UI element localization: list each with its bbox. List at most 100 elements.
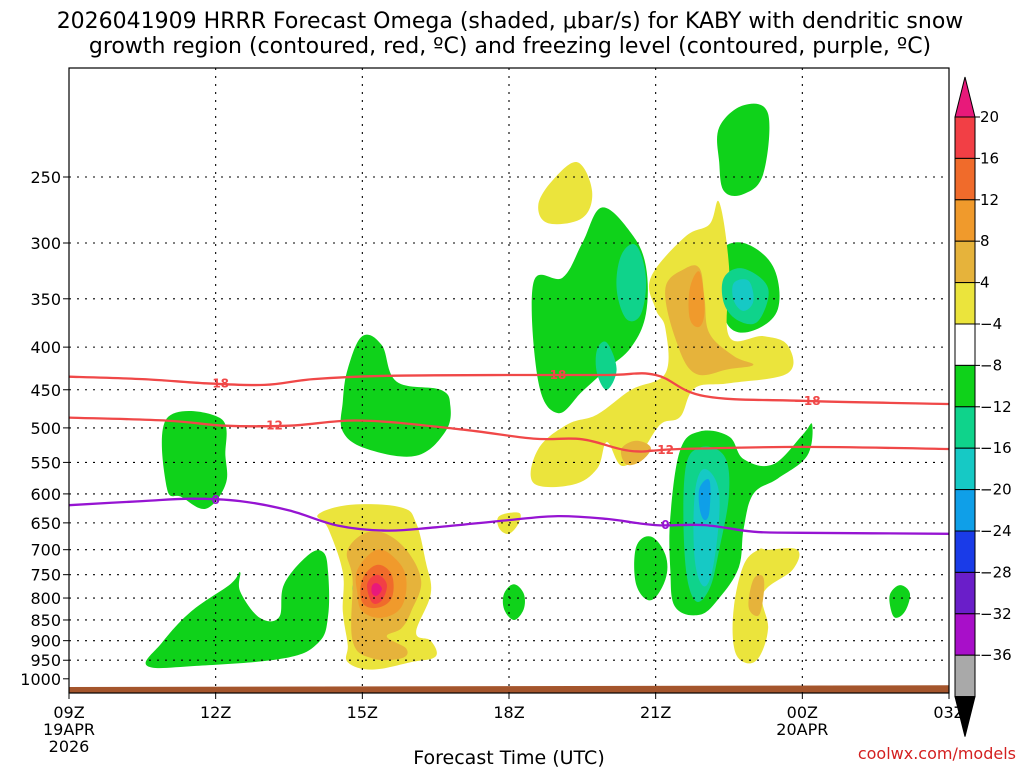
colorbar-bin-3: [954, 199, 976, 242]
colorbar-bin-1: [954, 116, 976, 159]
plot-area: −18 −18 −18 −12 −12 0 0: [68, 67, 950, 694]
colorbar-bin-6: [954, 323, 976, 366]
colorbar-bin-2: [954, 157, 976, 201]
contour-label-dgz_-18-0: −18: [202, 377, 229, 391]
colorbar-label-2: 12: [980, 191, 999, 209]
ground-layer: [69, 685, 949, 693]
colorbar-bin-lt-36: [954, 696, 976, 737]
omega-region-4_to_8-22: [620, 440, 651, 466]
title-line-2: growth region (contoured, red, ºC) and f…: [89, 34, 931, 59]
colorbar-label-0: 20: [980, 108, 999, 126]
omega-region-_8_to_4-2: [340, 334, 451, 457]
y-tick-label-500: 500: [30, 419, 61, 438]
y-tick-label-250: 250: [30, 168, 61, 187]
omega-region-_8_to_4-1: [161, 411, 228, 510]
omega-region-4_to_8-20: [665, 265, 754, 376]
colorbar: 20 16 12 8 4 −4 −8 −12 −16 −20 −24 −28 −32 −36: [954, 76, 1012, 737]
y-tick-label-300: 300: [30, 234, 61, 253]
colorbar-label-1: 16: [980, 149, 999, 167]
colorbar-label-6: −8: [980, 356, 1002, 374]
colorbar-bin-gt20: [954, 76, 976, 118]
contour-label-dgz_-12-1: −12: [647, 443, 674, 457]
colorbar-bin-14: [954, 654, 976, 698]
x-tick-label-4: 21Z: [640, 703, 671, 722]
y-tick-label-350: 350: [30, 290, 61, 309]
y-axis: 250 300 350 400 450 500 550 600 650 700 750 800 850 9…: [20, 168, 69, 689]
colorbar-label-8: −16: [980, 439, 1012, 457]
y-tick-label-750: 750: [30, 566, 61, 585]
grid: [69, 68, 949, 693]
contour-label-dgz_-18-2: −18: [794, 394, 821, 408]
omega-region-_16_to_12-25: [732, 279, 754, 311]
colorbar-bin-5: [954, 282, 976, 325]
omega-region-_8_to_4-7: [634, 536, 668, 601]
omega-shading: [145, 103, 911, 670]
y-tick-label-550: 550: [30, 453, 61, 472]
y-tick-label-850: 850: [30, 611, 61, 630]
omega-region-_8_to_4-9: [889, 585, 911, 618]
x-tick-date-5: 20APR: [776, 720, 828, 739]
colorbar-bin-13: [954, 613, 976, 656]
colorbar-label-13: −36: [980, 646, 1012, 664]
contour-freezing_level: [69, 497, 949, 535]
omega-region-4_to_8-23: [748, 574, 765, 617]
omega-region-_12_to_8-17: [595, 341, 617, 390]
omega-region-_8_to_4-8: [502, 584, 525, 620]
omega-region-_8_to_4-4: [717, 103, 770, 196]
credit-link[interactable]: coolwx.com/models: [858, 744, 1016, 763]
colorbar-label-7: −12: [980, 398, 1012, 416]
y-tick-label-650: 650: [30, 514, 61, 533]
omega-region-_8_to_4-3: [531, 207, 648, 414]
colorbar-label-4: 4: [980, 274, 990, 292]
x-tick-label-3: 18Z: [493, 703, 524, 722]
contour-dgz_-18: [69, 372, 949, 406]
colorbar-bin-8: [954, 406, 976, 449]
y-tick-label-400: 400: [30, 338, 61, 357]
y-tick-label-1000: 1000: [20, 670, 61, 689]
colorbar-label-11: −28: [980, 563, 1012, 581]
contour-label-dgz_-18-1: −18: [540, 368, 567, 382]
omega-region-0_to_4-12: [530, 200, 794, 488]
omega-region-_20_to_16-28: [698, 479, 711, 521]
omega-region-_12_to_8-16: [616, 244, 647, 322]
colorbar-label-9: −20: [980, 481, 1012, 499]
ground-fill: [69, 685, 949, 693]
y-tick-label-800: 800: [30, 589, 61, 608]
colorbar-bin-4: [954, 240, 976, 284]
contour-label-freezing_level-1: 0: [661, 518, 669, 532]
x-tick-date-0: 19APR: [43, 720, 95, 739]
omega-region-_20-31: [371, 583, 382, 597]
y-tick-label-950: 950: [30, 651, 61, 670]
x-tick-year-0: 2026: [49, 737, 90, 756]
colorbar-label-12: −32: [980, 605, 1012, 623]
x-tick-label-1: 12Z: [200, 703, 231, 722]
colorbar-bin-11: [954, 530, 976, 573]
omega-region-0_to_4-11: [538, 161, 593, 225]
y-tick-label-450: 450: [30, 381, 61, 400]
contour-lines: −18 −18 −18 −12 −12 0 0: [69, 368, 949, 535]
title-line-1: 2026041909 HRRR Forecast Omega (shaded, …: [57, 9, 964, 34]
x-tick-label-5: 00Z: [787, 703, 818, 722]
x-tick-label-2: 15Z: [347, 703, 378, 722]
colorbar-label-5: −4: [980, 315, 1002, 333]
omega-region-0_to_4-14: [732, 548, 800, 664]
colorbar-bin-10: [954, 489, 976, 532]
colorbar-bin-7: [954, 364, 976, 408]
x-tick-label-0: 09Z: [53, 703, 84, 722]
y-tick-label-700: 700: [30, 541, 61, 560]
contour-label-dgz_-12-0: −12: [256, 419, 283, 433]
x-tick-label-6: 03Z: [933, 703, 964, 722]
x-axis-label: Forecast Time (UTC): [413, 747, 604, 768]
title: 2026041909 HRRR Forecast Omega (shaded, …: [57, 9, 964, 59]
contour-label-freezing_level-0: 0: [211, 493, 219, 507]
omega-region-8_to_12-27: [688, 271, 705, 328]
y-tick-label-900: 900: [30, 632, 61, 651]
contour-dgz_-12: [69, 416, 949, 453]
colorbar-label-3: 8: [980, 232, 990, 250]
omega-region-_8_to_4-0: [145, 550, 330, 669]
colorbar-bin-12: [954, 571, 976, 615]
colorbar-bin-9: [954, 447, 976, 491]
colorbar-label-10: −24: [980, 522, 1012, 540]
